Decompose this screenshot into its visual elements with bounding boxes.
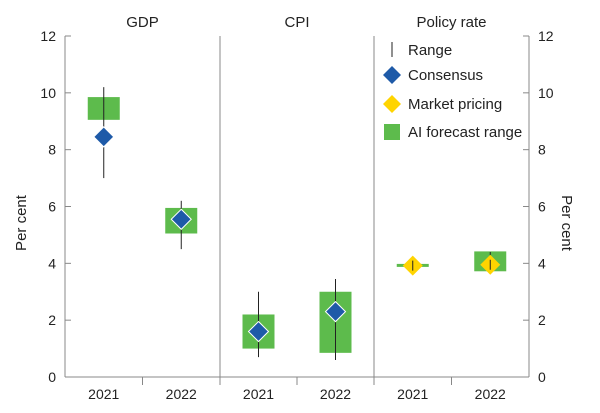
legend-ai-forecast-range-swatch (384, 124, 400, 140)
y-tick-label-right-2: 2 (538, 312, 546, 328)
x-label-gdp-2021: 2021 (88, 386, 119, 402)
y-tick-label-left-2: 2 (48, 312, 56, 328)
y-axis-left: 0 2 4 6 8 10 12 (40, 28, 71, 385)
legend-consensus-swatch (383, 66, 401, 84)
legend-market-pricing-swatch (383, 95, 401, 113)
y-tick-label-left-12: 12 (40, 28, 56, 44)
y-tick-label-left-4: 4 (48, 255, 56, 271)
x-label-policy-rate-2022: 2022 (475, 386, 506, 402)
consensus-marker-cpi-2021 (247, 320, 270, 343)
y-axis-right: 0 2 4 6 8 10 12 (523, 28, 554, 385)
x-label-cpi-2021: 2021 (243, 386, 274, 402)
consensus-marker-gdp-2022 (170, 208, 192, 230)
consensus-marker-gdp-2021 (93, 126, 115, 148)
legend-market-pricing-label: Market pricing (408, 96, 502, 113)
y-tick-label-right-4: 4 (538, 255, 546, 271)
y-tick-label-left-0: 0 (48, 369, 56, 385)
y-axis-label-right: Per cent (558, 195, 575, 252)
x-label-gdp-2022: 2022 (166, 386, 197, 402)
y-tick-label-right-6: 6 (538, 199, 546, 215)
y-tick-label-right-0: 0 (538, 369, 546, 385)
y-tick-label-left-10: 10 (40, 85, 56, 101)
legend-ai-forecast-range-label: AI forecast range (408, 124, 522, 141)
y-tick-label-left-6: 6 (48, 199, 56, 215)
x-label-cpi-2022: 2022 (320, 386, 351, 402)
legend: Range Consensus Market pricing AI forecast … (383, 42, 522, 141)
y-tick-label-right-12: 12 (538, 28, 554, 44)
y-tick-label-right-8: 8 (538, 142, 546, 158)
panel-title-policy-rate: Policy rate (416, 14, 486, 31)
chart-marks (87, 87, 507, 360)
plot-frame (64, 36, 530, 385)
legend-range-label: Range (408, 42, 452, 59)
consensus-marker-cpi-2022 (324, 300, 347, 323)
y-tick-label-right-10: 10 (538, 85, 554, 101)
y-tick-label-left-8: 8 (48, 142, 56, 158)
x-label-policy-rate-2021: 2021 (397, 386, 428, 402)
panel-titles: GDP CPI Policy rate (126, 14, 486, 31)
panel-title-gdp: GDP (126, 14, 159, 31)
panel-title-cpi: CPI (284, 14, 309, 31)
y-axis-label-left: Per cent (13, 194, 30, 251)
x-axis-labels: 2021 2022 2021 2022 2021 2022 (88, 386, 506, 402)
legend-consensus-label: Consensus (408, 67, 483, 84)
